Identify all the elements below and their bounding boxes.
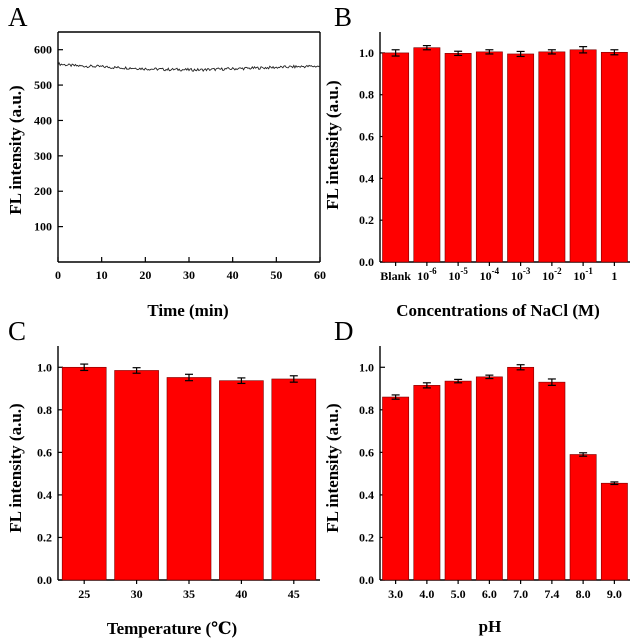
panel-b-y-tick-label: 0.6 xyxy=(359,130,374,144)
panel-d-y-axis-title: FL intensity (a.u.) xyxy=(323,403,342,532)
panel-c-x-tick-label: 40 xyxy=(235,587,247,601)
panel-a-x-tick-label: 50 xyxy=(270,268,282,282)
panel-b-y-tick-label: 0.2 xyxy=(359,213,374,227)
panel-d-x-tick-label: 4.0 xyxy=(419,587,434,601)
panel-c-y-tick-label: 0.8 xyxy=(37,403,52,417)
panel-d-x-tick-label: 6.0 xyxy=(482,587,497,601)
panel-c-y-tick-label: 0.2 xyxy=(37,530,52,544)
panel-b-bar xyxy=(538,51,566,263)
panel-d-bar xyxy=(538,381,566,581)
panel-a-y-tick-label: 200 xyxy=(34,184,52,198)
panel-b-bar xyxy=(600,51,628,263)
panel-a-series-line xyxy=(57,61,321,72)
panel-a-y-tick-label: 400 xyxy=(34,113,52,127)
panel-d-x-tick-label: 3.0 xyxy=(388,587,403,601)
panel-c-x-tick-label: 25 xyxy=(78,587,90,601)
panel-a-y-tick-label: 300 xyxy=(34,149,52,163)
panel-d-bar xyxy=(569,454,597,581)
panel-b-y-tick-label: 0.0 xyxy=(359,255,374,269)
panel-c-x-axis-title: Temperature (℃) xyxy=(107,619,237,638)
panel-c-y-tick-label: 1.0 xyxy=(37,360,52,374)
panel-d-bar xyxy=(600,482,628,581)
panel-a-x-axis-title: Time (min) xyxy=(147,301,228,320)
panel-d-bar xyxy=(444,380,472,581)
panel-a-x-tick-label: 20 xyxy=(139,268,151,282)
panel-a-y-tick-label: 500 xyxy=(34,78,52,92)
panel-b-x-tick-label: Blank xyxy=(380,269,411,283)
panel-d-x-tick-label: 5.0 xyxy=(451,587,466,601)
panel-c-bar xyxy=(271,378,317,581)
panel-a-y-axis-title: FL intensity (a.u.) xyxy=(6,85,25,214)
panel-a-x-tick-label: 10 xyxy=(96,268,108,282)
panel-a-y-tick-label: 100 xyxy=(34,220,52,234)
panel-c-y-tick-label: 0.4 xyxy=(37,488,52,502)
panel-d-y-tick-label: 0.8 xyxy=(359,403,374,417)
panel-b: B FL intensity (a.u.) Concentrations of … xyxy=(323,2,630,320)
panel-c-x-tick-label: 45 xyxy=(288,587,300,601)
panel-b-x-tick-label: 10-1 xyxy=(573,266,593,283)
panel-b-bar xyxy=(475,51,503,263)
panel-d-bar xyxy=(507,366,535,581)
panel-c-bar xyxy=(219,380,264,581)
panel-b-y-tick-label: 0.8 xyxy=(359,88,374,102)
panel-c-y-tick-label: 0.0 xyxy=(37,573,52,587)
panel-d-x-tick-label: 9.0 xyxy=(607,587,622,601)
panel-a-x-tick-label: 40 xyxy=(227,268,239,282)
panel-d-y-tick-label: 0.0 xyxy=(359,573,374,587)
panel-d-x-tick-label: 7.4 xyxy=(544,587,559,601)
panel-b-x-tick-label: 1 xyxy=(611,269,617,283)
panel-c-bar xyxy=(166,377,212,581)
panel-b-bar xyxy=(444,53,472,263)
panel-a-x-tick-label: 30 xyxy=(183,268,195,282)
panel-letter-c: C xyxy=(8,316,26,346)
panel-b-bar xyxy=(413,47,441,263)
panel-b-bar xyxy=(382,52,410,263)
panel-letter-d: D xyxy=(334,316,354,346)
panel-d-y-tick-label: 0.2 xyxy=(359,530,374,544)
panel-d-y-tick-label: 0.4 xyxy=(359,488,374,502)
panel-a-x-tick-label: 0 xyxy=(55,268,61,282)
panel-b-y-tick-label: 1.0 xyxy=(359,46,374,60)
panel-d-x-tick-label: 7.0 xyxy=(513,587,528,601)
panel-d-bar xyxy=(413,385,441,581)
panel-b-x-tick-label: 10-5 xyxy=(448,266,468,283)
panel-d-bar xyxy=(475,376,503,581)
panel-b-y-axis-title: FL intensity (a.u.) xyxy=(323,80,342,209)
panel-d-y-tick-label: 0.6 xyxy=(359,445,374,459)
panel-c-x-tick-label: 30 xyxy=(131,587,143,601)
panel-letter-a: A xyxy=(8,2,28,32)
panel-d-x-axis-title: pH xyxy=(479,617,502,636)
panel-c-bar xyxy=(61,366,107,581)
panel-c-y-axis-title: FL intensity (a.u.) xyxy=(6,403,25,532)
panel-a-x-tick-label: 60 xyxy=(314,268,326,282)
panel-c: C FL intensity (a.u.) Temperature (℃) 0.… xyxy=(6,316,320,638)
panel-letter-b: B xyxy=(334,2,352,32)
panel-b-x-axis-title: Concentrations of NaCl (M) xyxy=(396,301,600,320)
panel-d-x-tick-label: 8.0 xyxy=(576,587,591,601)
panel-c-bar xyxy=(114,370,159,581)
panel-c-x-tick-label: 35 xyxy=(183,587,195,601)
panel-d-y-tick-label: 1.0 xyxy=(359,360,374,374)
panel-b-bar xyxy=(569,49,597,263)
panel-c-y-tick-label: 0.6 xyxy=(37,445,52,459)
panel-b-x-tick-label: 10-3 xyxy=(511,266,531,283)
panel-b-x-tick-label: 10-2 xyxy=(542,266,562,283)
panel-b-y-tick-label: 0.4 xyxy=(359,171,374,185)
panel-d: D FL intensity (a.u.) pH 0.0 0.2 0.4 0.6 0.8… xyxy=(323,316,630,636)
panel-d-bar xyxy=(382,396,410,581)
panel-b-x-tick-label: 10-4 xyxy=(480,266,500,283)
panel-b-x-tick-label: 10-6 xyxy=(417,266,437,283)
panel-a: A FL intensity (a.u.) Time (min) 1002003… xyxy=(6,2,326,320)
panel-b-bar xyxy=(507,53,535,263)
panel-a-y-tick-label: 600 xyxy=(34,43,52,57)
